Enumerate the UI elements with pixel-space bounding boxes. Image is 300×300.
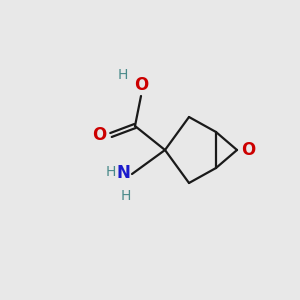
Text: O: O [242, 141, 256, 159]
Text: H: H [120, 189, 130, 203]
Text: O: O [134, 76, 148, 94]
Text: O: O [92, 126, 106, 144]
Text: H: H [106, 166, 116, 179]
Text: N: N [117, 164, 130, 181]
Text: H: H [118, 68, 128, 82]
